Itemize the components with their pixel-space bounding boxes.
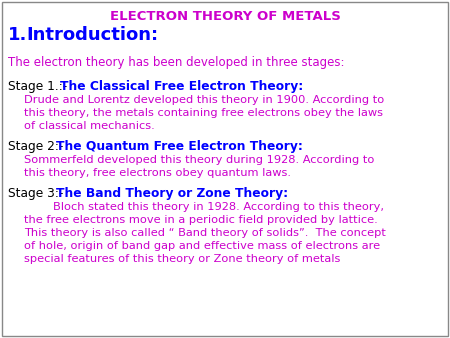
Text: Sommerfeld developed this theory during 1928. According to: Sommerfeld developed this theory during …	[24, 155, 374, 165]
Text: Stage 2:-: Stage 2:-	[8, 140, 67, 153]
Text: this theory, the metals containing free electrons obey the laws: this theory, the metals containing free …	[24, 108, 383, 118]
Text: ELECTRON THEORY OF METALS: ELECTRON THEORY OF METALS	[109, 10, 341, 23]
Text: the free electrons move in a periodic field provided by lattice.: the free electrons move in a periodic fi…	[24, 215, 378, 225]
Text: This theory is also called “ Band theory of solids”.  The concept: This theory is also called “ Band theory…	[24, 228, 386, 238]
Text: 1.: 1.	[8, 26, 27, 44]
Text: Stage 3:-: Stage 3:-	[8, 187, 67, 200]
Text: The Quantum Free Electron Theory:: The Quantum Free Electron Theory:	[56, 140, 303, 153]
Text: Drude and Lorentz developed this theory in 1900. According to: Drude and Lorentz developed this theory …	[24, 95, 384, 105]
Text: Introduction:: Introduction:	[26, 26, 158, 44]
Text: of classical mechanics.: of classical mechanics.	[24, 121, 155, 131]
Text: The Classical Free Electron Theory:: The Classical Free Electron Theory:	[60, 80, 303, 93]
Text: The Band Theory or Zone Theory:: The Band Theory or Zone Theory:	[56, 187, 288, 200]
Text: The electron theory has been developed in three stages:: The electron theory has been developed i…	[8, 56, 345, 69]
Text: special features of this theory or Zone theory of metals: special features of this theory or Zone …	[24, 254, 340, 264]
Text: Stage 1.:-: Stage 1.:-	[8, 80, 71, 93]
Text: this theory, free electrons obey quantum laws.: this theory, free electrons obey quantum…	[24, 168, 291, 178]
Text: Bloch stated this theory in 1928. According to this theory,: Bloch stated this theory in 1928. Accord…	[24, 202, 384, 212]
Text: of hole, origin of band gap and effective mass of electrons are: of hole, origin of band gap and effectiv…	[24, 241, 380, 251]
